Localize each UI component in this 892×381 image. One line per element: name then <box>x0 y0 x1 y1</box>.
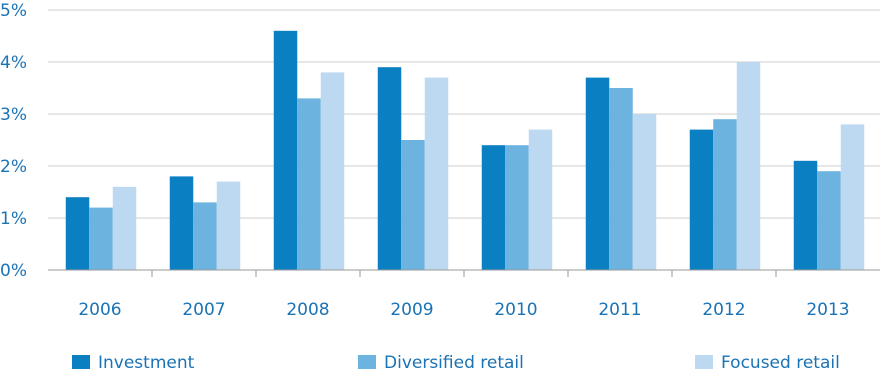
x-tick-label: 2007 <box>182 300 225 320</box>
bar-focused-retail-2006 <box>112 186 137 270</box>
legend-swatch <box>72 355 90 369</box>
bar-investment-2012 <box>689 129 714 270</box>
y-tick-label: 4% <box>0 53 27 73</box>
bar-investment-2008 <box>273 30 298 270</box>
bar-diversified-retail-2008 <box>297 98 321 271</box>
y-tick-label: 2% <box>0 157 27 177</box>
y-tick-label: 0% <box>0 261 27 281</box>
x-tick-label: 2013 <box>806 300 849 320</box>
bar-investment-2006 <box>65 197 90 270</box>
legend-label: Focused retail <box>721 353 840 373</box>
x-tick-label: 2009 <box>390 300 433 320</box>
bar-focused-retail-2013 <box>840 124 865 271</box>
y-tick-label: 1% <box>0 209 27 229</box>
bar-diversified-retail-2011 <box>609 88 633 270</box>
legend-label: Investment <box>98 353 195 373</box>
x-tick-label: 2011 <box>598 300 641 320</box>
bar-focused-retail-2007 <box>216 181 241 270</box>
bar-diversified-retail-2007 <box>193 202 217 270</box>
bar-investment-2007 <box>169 176 194 270</box>
x-tick-label: 2010 <box>494 300 537 320</box>
legend-swatch <box>695 355 713 369</box>
bar-diversified-retail-2010 <box>505 145 529 270</box>
bar-focused-retail-2009 <box>424 77 449 270</box>
legend-swatch <box>358 355 376 369</box>
axes: 0% 1% 2% 3% 4% 5% 2006 2007 2008 2009 2010 2011 2012… <box>0 1 880 320</box>
legend: Investment Diversified retail Focused reta… <box>72 353 840 373</box>
bar-focused-retail-2010 <box>528 129 553 270</box>
bar-investment-2011 <box>585 77 610 270</box>
bar-investment-2010 <box>481 145 506 270</box>
bar-diversified-retail-2009 <box>401 140 425 270</box>
legend-label: Diversified retail <box>384 353 524 373</box>
x-tick-label: 2008 <box>286 300 329 320</box>
x-tick-label: 2012 <box>702 300 745 320</box>
bar-diversified-retail-2012 <box>713 119 737 270</box>
y-tick-label: 5% <box>0 1 27 21</box>
bar-focused-retail-2008 <box>320 72 345 271</box>
bar-focused-retail-2012 <box>736 62 761 270</box>
bar-focused-retail-2011 <box>632 114 657 270</box>
y-tick-label: 3% <box>0 105 27 125</box>
bars <box>65 30 865 271</box>
bar-diversified-retail-2013 <box>817 171 841 270</box>
x-tick-label: 2006 <box>78 300 121 320</box>
bar-investment-2009 <box>377 67 402 270</box>
bar-investment-2013 <box>793 160 818 270</box>
bar-diversified-retail-2006 <box>89 207 113 270</box>
